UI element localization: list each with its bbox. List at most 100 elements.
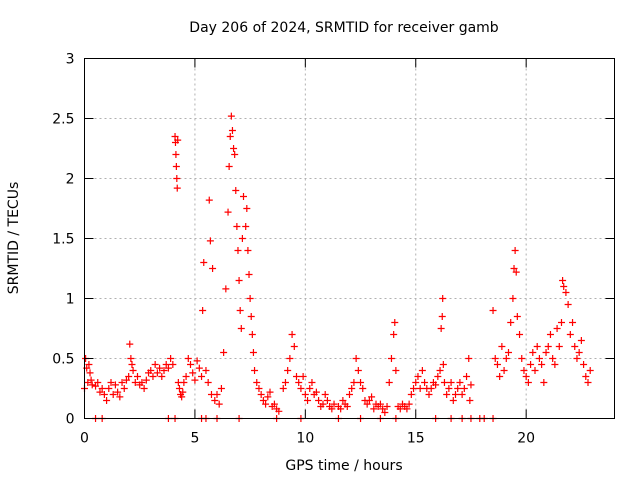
data-point — [103, 397, 111, 404]
data-point — [160, 367, 168, 374]
data-point — [502, 355, 510, 362]
data-point — [131, 379, 139, 386]
data-point — [551, 361, 559, 368]
data-point — [511, 247, 519, 254]
data-point — [111, 381, 119, 389]
data-point — [575, 349, 583, 356]
y-tick-label: 3 — [66, 52, 75, 68]
data-point — [100, 391, 108, 398]
data-point — [231, 151, 239, 158]
y-tick-label: 1.5 — [52, 232, 74, 248]
data-point — [245, 271, 253, 278]
data-point — [193, 357, 201, 365]
data-point — [538, 361, 546, 368]
data-point — [301, 391, 309, 398]
data-point — [489, 307, 497, 314]
data-point — [330, 400, 338, 408]
data-point — [337, 405, 345, 413]
x-axis-label: GPS time / hours — [285, 458, 402, 474]
data-point — [365, 397, 373, 404]
data-point — [253, 379, 261, 386]
data-point — [527, 361, 535, 368]
chart-title: Day 206 of 2024, SRMTID for receiver gam… — [189, 20, 499, 36]
data-point — [463, 373, 471, 380]
data-point — [498, 343, 506, 350]
data-point — [549, 355, 557, 362]
data-point — [586, 367, 594, 374]
data-point — [290, 343, 298, 350]
data-point — [580, 361, 588, 368]
data-point — [94, 379, 102, 386]
data-point — [571, 343, 579, 350]
data-point — [147, 367, 155, 374]
data-point — [379, 405, 387, 413]
data-point — [127, 355, 135, 362]
data-point — [246, 295, 254, 302]
data-point — [281, 379, 289, 386]
data-point — [445, 385, 453, 392]
data-point — [206, 237, 214, 245]
data-point — [224, 208, 232, 216]
data-point — [247, 313, 255, 320]
data-point — [107, 379, 115, 386]
y-tick-label: 2.5 — [52, 112, 74, 128]
data-point — [184, 355, 192, 362]
data-point — [172, 151, 180, 158]
data-point — [259, 397, 267, 404]
data-point — [153, 369, 161, 377]
data-point — [418, 367, 426, 374]
data-point — [200, 259, 208, 266]
data-point — [524, 379, 532, 386]
data-point — [359, 385, 367, 392]
y-tick-label: 1 — [66, 292, 75, 308]
data-point — [251, 367, 259, 374]
data-point — [151, 361, 159, 368]
data-point — [390, 331, 398, 338]
data-point — [582, 373, 590, 380]
data-point — [447, 379, 455, 386]
data-point — [149, 373, 157, 380]
data-point — [217, 385, 225, 392]
data-point — [120, 385, 128, 392]
data-point — [198, 373, 206, 380]
data-point — [385, 379, 393, 386]
data-point — [491, 355, 499, 362]
data-point — [255, 385, 263, 392]
data-point — [437, 325, 445, 332]
data-point — [553, 325, 561, 332]
data-point — [348, 385, 356, 392]
data-point — [414, 373, 422, 380]
data-point — [308, 379, 316, 386]
data-point — [236, 307, 244, 314]
data-point — [465, 355, 473, 362]
data-point — [202, 367, 210, 374]
data-point — [392, 367, 400, 374]
data-point — [466, 397, 474, 404]
data-point — [173, 184, 181, 192]
data-point — [306, 385, 314, 392]
data-point — [376, 400, 384, 408]
data-point — [284, 367, 292, 374]
data-point — [566, 331, 574, 338]
data-point — [114, 388, 122, 396]
data-point — [421, 379, 429, 386]
data-point — [299, 373, 307, 380]
data-point — [235, 277, 243, 284]
data-point — [288, 331, 296, 338]
data-point — [88, 381, 96, 389]
data-point — [205, 196, 213, 204]
data-point — [171, 133, 179, 140]
data-point — [516, 331, 524, 338]
data-point — [555, 343, 563, 350]
data-point — [173, 175, 181, 182]
data-point — [222, 285, 230, 293]
x-tick-label: 20 — [517, 431, 535, 447]
data-point — [454, 385, 462, 392]
data-point — [295, 379, 303, 386]
data-point — [87, 376, 95, 384]
data-point — [237, 325, 245, 332]
data-point — [140, 385, 148, 392]
data-point — [293, 373, 300, 380]
data-point — [164, 364, 172, 372]
